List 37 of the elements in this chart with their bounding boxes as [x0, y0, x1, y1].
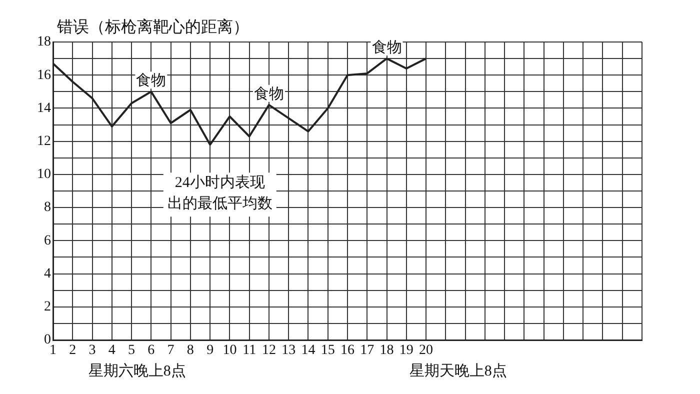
y-tick-label: 18: [37, 34, 51, 50]
x-tick-label: 8: [186, 343, 194, 358]
x-tick-label: 7: [167, 343, 174, 358]
x-tick-label: 20: [419, 343, 434, 358]
x-tick-label: 18: [380, 343, 394, 358]
x-tick-label: 3: [88, 343, 96, 358]
y-axis-title: 错误（标枪离靶心的距离）: [56, 18, 249, 36]
annotation: 食物: [136, 72, 166, 90]
y-tick-label: 0: [44, 332, 51, 348]
x-tick-label: 15: [320, 343, 335, 358]
x-tick-label: 2: [69, 343, 76, 358]
x-tick-label: 17: [360, 343, 374, 358]
text: 星期天晚上8点: [409, 362, 507, 380]
x-tick-label: 1: [50, 343, 56, 358]
y-tick-label: 14: [37, 100, 51, 116]
x-tick-label: 16: [340, 343, 354, 358]
x-tick-label: 13: [282, 343, 296, 358]
annotation: 食物: [254, 85, 284, 102]
x-tick-label: 10: [222, 343, 237, 358]
y-tick-label: 16: [37, 68, 51, 83]
x-tick-label: 19: [399, 343, 414, 358]
annotation: 24小时内表现出的最低平均数: [167, 174, 272, 212]
x-tick-label: 9: [206, 343, 214, 358]
x-tick-label: 14: [301, 343, 316, 358]
y-tick-label: 6: [44, 233, 51, 248]
y-tick-label: 4: [44, 266, 51, 282]
y-tick-label: 10: [37, 167, 51, 182]
y-tick-label: 2: [44, 300, 51, 315]
x-tick-label: 12: [262, 343, 276, 358]
annotation: 食物: [372, 38, 402, 56]
x-tick-label: 6: [148, 343, 155, 358]
x-tick-label: 4: [108, 343, 116, 358]
y-tick-label: 8: [44, 200, 51, 216]
text: 星期六晚上8点: [88, 362, 186, 380]
y-tick-label: 12: [37, 134, 51, 150]
x-tick-label: 11: [242, 343, 256, 358]
x-tick-label: 5: [128, 343, 136, 358]
